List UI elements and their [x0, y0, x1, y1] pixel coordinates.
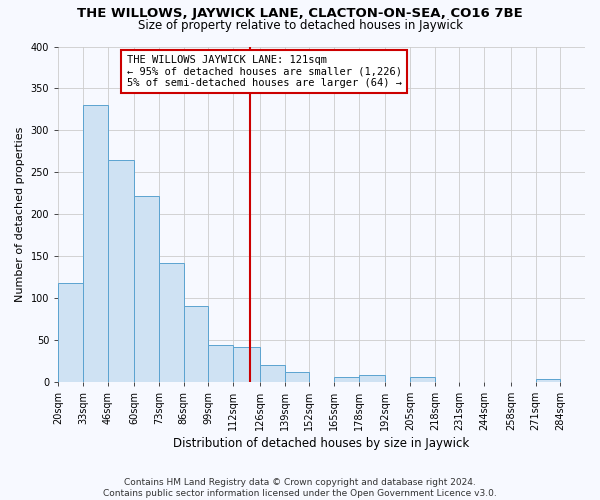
Bar: [536, 379, 560, 382]
Bar: [284, 372, 309, 382]
Bar: [208, 345, 233, 382]
Bar: [184, 306, 208, 382]
Bar: [58, 283, 83, 382]
Bar: [334, 376, 359, 382]
Text: Size of property relative to detached houses in Jaywick: Size of property relative to detached ho…: [137, 18, 463, 32]
Bar: [233, 348, 260, 382]
Bar: [159, 262, 184, 382]
Y-axis label: Number of detached properties: Number of detached properties: [15, 126, 25, 302]
Bar: [260, 365, 284, 382]
Bar: [359, 375, 385, 382]
Bar: [107, 160, 134, 382]
Bar: [83, 105, 107, 382]
Text: THE WILLOWS, JAYWICK LANE, CLACTON-ON-SEA, CO16 7BE: THE WILLOWS, JAYWICK LANE, CLACTON-ON-SE…: [77, 8, 523, 20]
Bar: [134, 196, 159, 382]
Text: Contains HM Land Registry data © Crown copyright and database right 2024.
Contai: Contains HM Land Registry data © Crown c…: [103, 478, 497, 498]
X-axis label: Distribution of detached houses by size in Jaywick: Distribution of detached houses by size …: [173, 437, 470, 450]
Bar: [410, 378, 435, 382]
Text: THE WILLOWS JAYWICK LANE: 121sqm
← 95% of detached houses are smaller (1,226)
5%: THE WILLOWS JAYWICK LANE: 121sqm ← 95% o…: [127, 55, 401, 88]
